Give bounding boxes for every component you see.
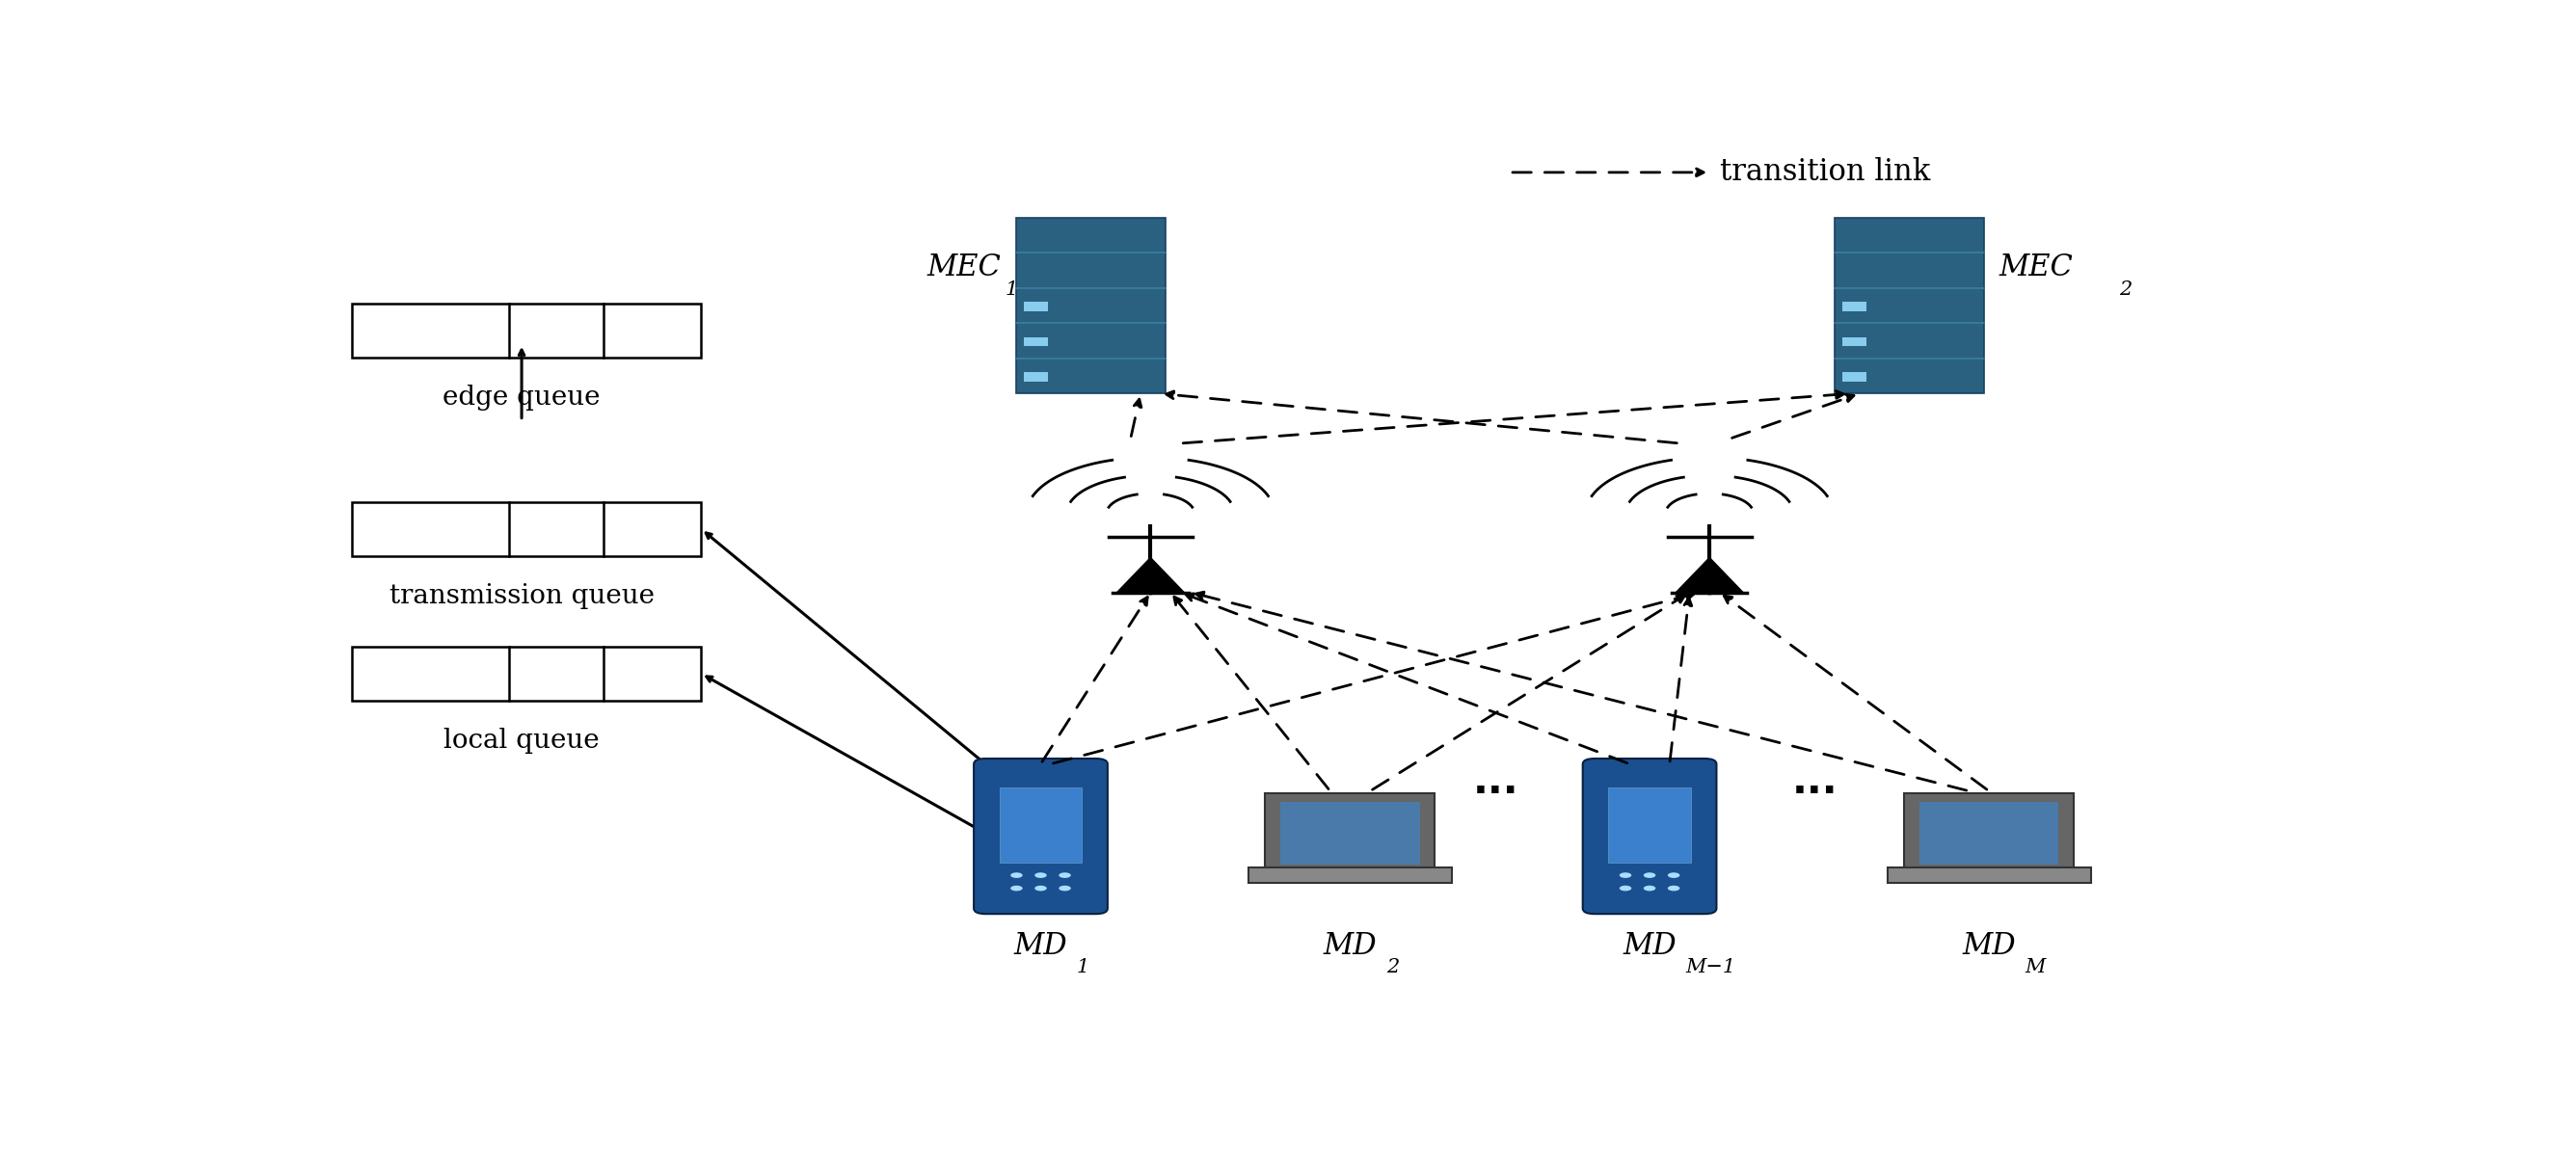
FancyBboxPatch shape [1582,759,1716,914]
Bar [353,646,701,700]
Circle shape [1643,886,1656,891]
Bar [1023,301,1048,311]
Bar [999,787,1082,862]
Bar [1842,373,1865,381]
Polygon shape [1677,557,1744,592]
Circle shape [1010,886,1023,891]
Text: ...: ... [1793,761,1839,802]
Text: MD: MD [1623,931,1677,961]
Text: M−1: M−1 [1685,958,1736,976]
Circle shape [1010,873,1023,877]
Text: ...: ... [1473,761,1520,802]
Bar [1265,793,1435,873]
Circle shape [1643,873,1656,877]
Bar [1834,217,1984,394]
Text: transmission queue: transmission queue [389,583,654,609]
Circle shape [1059,873,1072,877]
Bar [1919,802,2058,865]
Bar [1023,337,1048,346]
Bar [1280,802,1419,865]
Circle shape [1667,873,1680,877]
Bar [1015,217,1164,394]
Bar [1904,793,2074,873]
Text: MEC: MEC [927,252,1002,283]
Bar [353,304,701,358]
Circle shape [1036,886,1046,891]
Text: MD: MD [1015,931,1066,961]
Text: MD: MD [1324,931,1378,961]
Text: 1: 1 [1077,958,1090,976]
Text: 1: 1 [1005,280,1018,299]
Text: MD: MD [1963,931,2017,961]
Bar [1842,337,1865,346]
Bar [1842,301,1865,311]
Text: edge queue: edge queue [443,385,600,411]
Bar [1023,373,1048,381]
Circle shape [1059,886,1072,891]
Text: M: M [2025,958,2045,976]
Text: MEC: MEC [1999,252,2074,283]
Text: 2: 2 [2120,280,2130,299]
Bar [1607,787,1690,862]
Text: local queue: local queue [443,727,600,754]
FancyBboxPatch shape [974,759,1108,914]
FancyBboxPatch shape [1249,867,1453,882]
Circle shape [1036,873,1046,877]
Circle shape [1667,886,1680,891]
Bar [353,502,701,556]
Circle shape [1620,886,1631,891]
Text: transition link: transition link [1721,157,1929,188]
Circle shape [1620,873,1631,877]
FancyBboxPatch shape [1888,867,2092,882]
Polygon shape [1118,557,1185,592]
Text: 2: 2 [1386,958,1399,976]
